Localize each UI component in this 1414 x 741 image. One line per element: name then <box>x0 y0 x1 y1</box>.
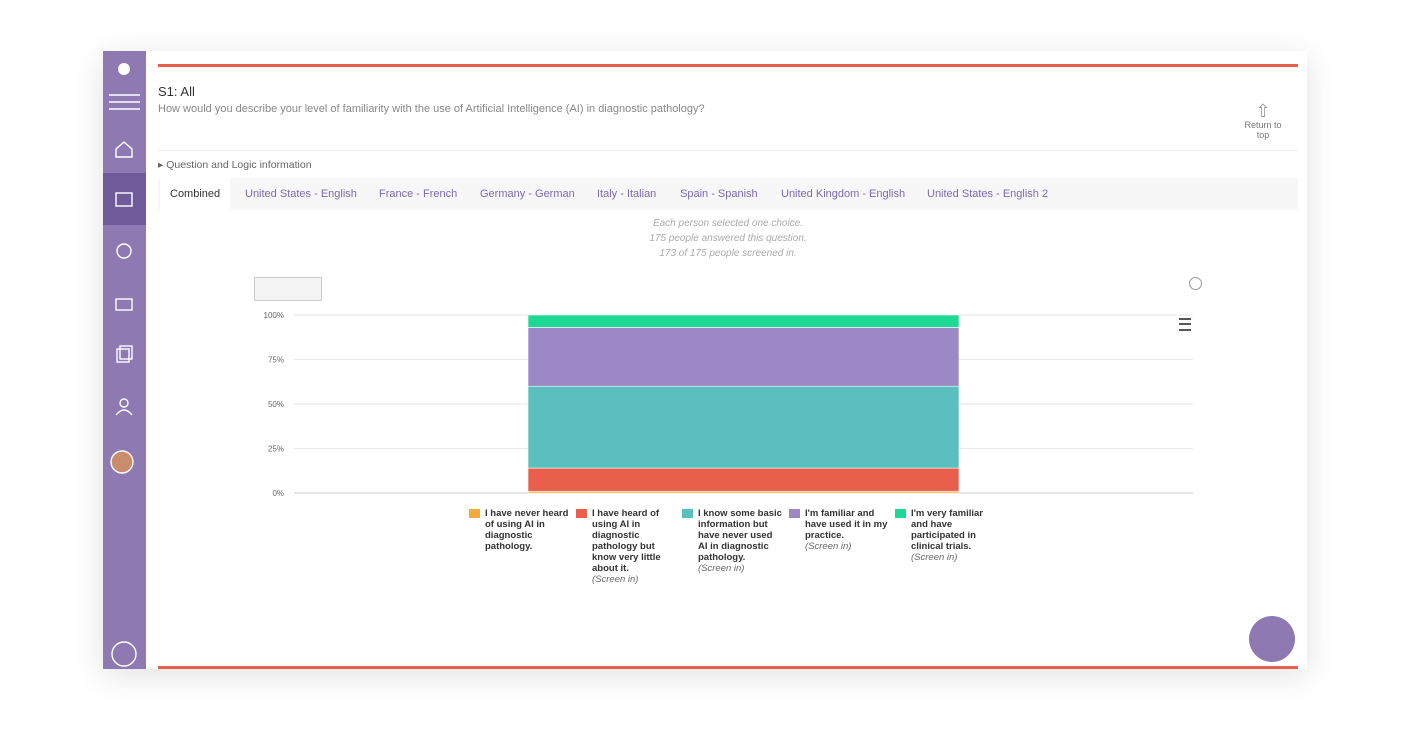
tab-bar: Combined United States - English France - … <box>158 178 1298 210</box>
sidebar <box>103 51 146 669</box>
report-card <box>103 51 1307 669</box>
tab[interactable]: United States - English 2 <box>927 188 1049 200</box>
legend-item[interactable]: I'm very familiar and have participated … <box>895 508 997 563</box>
legend-swatch <box>895 509 906 518</box>
legend-tag: (Screen in) <box>911 552 958 563</box>
legend-label: I'm familiar and have used it in my prac… <box>805 508 888 541</box>
legend-swatch <box>682 509 693 518</box>
chart-menu[interactable] <box>1179 318 1191 331</box>
bottom-rule <box>158 666 1298 669</box>
legend-item[interactable]: I have heard of using AI in diagnostic p… <box>576 508 678 585</box>
chat-button[interactable] <box>1249 616 1295 662</box>
legend-tag: (Screen in) <box>592 574 639 585</box>
tab[interactable]: Italy - Italian <box>597 188 657 200</box>
sidebar-icons <box>103 63 146 667</box>
logic-label[interactable]: Question and Logic information <box>166 159 312 171</box>
info-line: Each person selected one choice. <box>652 218 804 229</box>
return-label[interactable]: Return to top <box>1244 120 1282 140</box>
tab[interactable]: Germany - German <box>480 188 575 200</box>
info-line: 175 people answered this question. <box>649 233 807 244</box>
info-line: 173 of 175 people screened in. <box>659 248 797 259</box>
chart-type-switch[interactable] <box>254 277 322 301</box>
legend-label: I'm very familiar and have participated … <box>911 508 983 552</box>
legend-swatch <box>576 509 587 518</box>
tab[interactable]: United Kingdom - English <box>781 188 906 200</box>
tab[interactable]: United States - English <box>245 188 357 200</box>
legend-label: I have never heard of using AI in diagno… <box>485 508 569 552</box>
help-icon[interactable] <box>1189 277 1202 290</box>
top-rule <box>158 64 1298 67</box>
tab[interactable]: Spain - Spanish <box>680 188 758 200</box>
legend-swatch <box>469 509 480 518</box>
logic-toggle[interactable]: ▸ Question and Logic information <box>158 159 312 171</box>
question-text: How would you describe your level of fam… <box>158 103 705 115</box>
divider <box>158 150 1298 151</box>
tab[interactable]: France - French <box>379 188 458 200</box>
legend-tag: (Screen in) <box>805 541 852 552</box>
legend-swatch <box>789 509 800 518</box>
legend-label: I have heard of using AI in diagnostic p… <box>592 508 661 574</box>
legend-item[interactable]: I'm familiar and have used it in my prac… <box>789 508 891 552</box>
legend-label: I know some basic information but have n… <box>698 508 782 563</box>
legend-item[interactable]: I have never heard of using AI in diagno… <box>469 508 571 552</box>
legend-item[interactable]: I know some basic information but have n… <box>682 508 784 574</box>
tab[interactable]: Combined <box>160 178 231 210</box>
question-title: S1: All <box>158 84 195 99</box>
legend-tag: (Screen in) <box>698 563 745 574</box>
return-to-top[interactable]: ⇧ Return to top <box>1244 101 1282 140</box>
